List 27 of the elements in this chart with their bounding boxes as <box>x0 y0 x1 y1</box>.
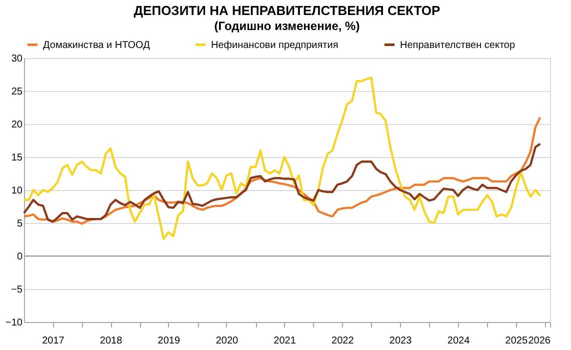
y-tick-label: 10 <box>11 186 23 196</box>
x-tick-label: 2023 <box>389 336 412 346</box>
line-series <box>22 116 542 225</box>
x-tick-label: 2018 <box>100 336 123 346</box>
line-series <box>22 142 542 223</box>
x-tick-label: 2025 <box>505 336 528 346</box>
legend-label: Нефинансови предприятия <box>211 40 338 51</box>
x-tick-label: 2020 <box>216 336 238 346</box>
x-tick-label: 2021 <box>274 336 296 346</box>
legend-label: Неправителствен сектор <box>400 40 516 51</box>
chart-subtitle: (Годишно изменение, %) <box>214 19 360 33</box>
y-tick-label: −5 <box>11 284 23 296</box>
y-tick-label: 20 <box>11 120 23 130</box>
x-tick-label: 2022 <box>332 336 354 346</box>
y-tick-label: −10 <box>6 318 23 328</box>
x-tick-label: 2024 <box>447 336 470 346</box>
legend-label: Домакинства и НТООД <box>43 40 150 51</box>
x-tick-label: 2019 <box>158 336 180 346</box>
y-tick-label: 25 <box>11 86 23 98</box>
y-tick-label: 5 <box>16 218 23 230</box>
y-tick-label: 30 <box>11 54 23 64</box>
line-series <box>22 76 542 240</box>
y-tick-label: 15 <box>11 152 23 164</box>
x-tick-label: 2026 <box>528 336 551 346</box>
x-tick-label: 2017 <box>42 336 65 346</box>
chart-title: ДЕПОЗИТИ НА НЕПРАВИТЕЛСТВЕНИЯ СЕКТОР <box>134 3 441 18</box>
y-tick-label: 0 <box>16 252 23 262</box>
